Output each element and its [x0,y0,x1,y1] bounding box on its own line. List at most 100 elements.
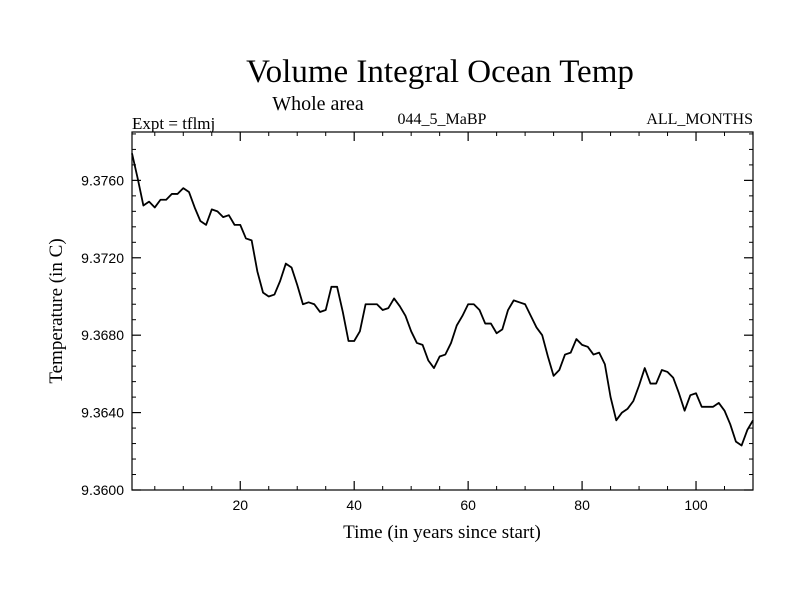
data-point [598,352,600,354]
data-point [724,410,726,412]
data-point [439,356,441,358]
x-tick-label: 20 [232,497,248,513]
data-point [524,303,526,305]
x-tick-label: 80 [574,497,590,513]
data-point [365,303,367,305]
data-point [661,369,663,371]
y-axis-label: Temperature (in C) [46,238,67,383]
data-point [467,303,469,305]
data-point [484,323,486,325]
data-point [251,240,253,242]
data-point [684,410,686,412]
data-point [672,377,674,379]
data-point [615,420,617,422]
data-point [587,346,589,348]
data-point [610,396,612,398]
data-point [376,303,378,305]
data-point [274,294,276,296]
data-point [217,211,219,213]
months-label: ALL_MONTHS [646,111,753,128]
data-point [393,298,395,300]
data-point [245,238,247,240]
data-point [752,420,754,422]
chart-subtitle: Whole area [272,93,364,115]
x-axis-label: Time (in years since start) [343,522,541,543]
data-point [473,303,475,305]
data-point [581,344,583,346]
temperature-series-line [131,153,754,447]
data-point [564,354,566,356]
data-point [667,371,669,373]
experiment-label: Expt = tflmj [132,114,215,133]
data-point [285,263,287,265]
data-point [558,369,560,371]
data-point [262,292,264,294]
data-point [279,280,281,282]
data-point [336,286,338,288]
data-point [388,307,390,309]
data-point [507,309,509,311]
data-point [205,224,207,226]
data-point [353,340,355,342]
data-point [399,305,401,307]
data-point [314,303,316,305]
data-point [291,267,293,269]
data-point [308,301,310,303]
data-point [331,286,333,288]
data-point [695,392,697,394]
data-point [211,209,213,211]
data-point [456,325,458,327]
data-point [513,300,515,302]
data-point [547,356,549,358]
data-point [701,406,703,408]
x-tick-label: 60 [460,497,476,513]
data-point [177,193,179,195]
data-point [490,323,492,325]
data-point [302,303,304,305]
data-point [729,423,731,425]
data-point [570,352,572,354]
data-point [257,271,259,273]
data-point [450,342,452,344]
data-point [747,429,749,431]
data-point [268,296,270,298]
y-tick-label: 9.3760 [81,172,124,188]
data-point [131,152,133,154]
data-point [536,327,538,329]
data-point [707,406,709,408]
data-point [382,309,384,311]
data-point [148,201,150,203]
plot-frame [131,131,754,491]
data-point [405,315,407,317]
y-axis: 9.3600 9.3640 9.3680 9.3720 9.3760 [81,133,753,498]
data-point [200,220,202,222]
data-point [530,315,532,317]
data-point [342,311,344,313]
x-tick-label: 100 [684,497,708,513]
data-point [553,375,555,377]
data-point [644,367,646,369]
data-point [479,309,481,311]
data-point [137,178,139,180]
data-point [160,199,162,201]
data-point [593,354,595,356]
data-point [239,224,241,226]
data-point [627,408,629,410]
data-point [433,367,435,369]
data-point [712,406,714,408]
data-point [502,329,504,331]
data-point [735,441,737,443]
data-point [650,383,652,385]
data-point [296,284,298,286]
data-point [194,207,196,209]
data-point [496,332,498,334]
data-point [690,394,692,396]
y-tick-label: 9.3640 [81,405,124,421]
x-axis: 20 40 60 80 100 [154,132,754,513]
data-point [427,360,429,362]
data-point [171,193,173,195]
x-tick-label: 40 [346,497,362,513]
period-label: 044_5_MaBP [398,111,487,128]
y-tick-label: 9.3680 [81,327,124,343]
